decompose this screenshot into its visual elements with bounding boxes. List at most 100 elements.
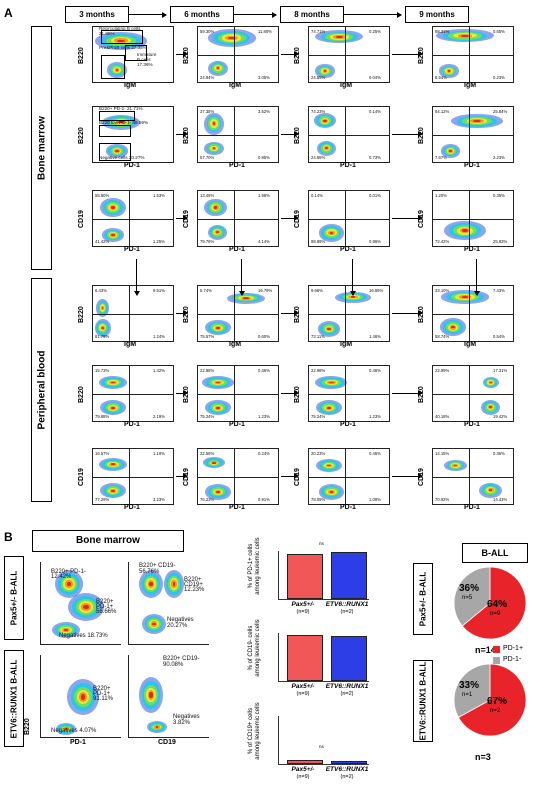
quadrant-hline (198, 476, 278, 478)
timepoint-2: 8 months (280, 6, 344, 23)
group-name-0: Pax5+/- (291, 766, 315, 773)
pie-pos-pct: 67% (487, 696, 508, 707)
quadrant-pct-0: 14.15% (435, 451, 450, 456)
quadrant-hline (198, 393, 278, 395)
quadrant-vline (234, 366, 235, 421)
pop-a-layer-5 (67, 582, 71, 586)
pop-a-layer-5 (80, 694, 86, 700)
population-0-layer-5 (461, 296, 469, 298)
group-n-1: (n=2) (340, 774, 354, 780)
flow-plot-r4-c3: 22.99% 17.31% 40.18% 19.42% B220 PD-1 (418, 365, 518, 438)
pop-b-layer-5 (155, 726, 159, 728)
gate-label-1: B220 low PD-1- 49.59% (99, 120, 149, 125)
flow-plot-r5-c2: 20.23% 0.45% 78.09% 1.09% CD19 PD-1 (294, 448, 394, 521)
flow-plot-r3-c1: 5.74% 16.79% 75.57% 0.60% B220 IgM (183, 285, 283, 358)
population-0-layer-5 (118, 121, 124, 124)
flow-arrow-r2-c1 (281, 215, 299, 221)
flow-frame: 22.99% 17.31% 40.18% 19.42% (432, 365, 514, 422)
quadrant-pct-1: 0.14% (369, 109, 381, 114)
ns-label: ns (319, 744, 324, 749)
quadrant-pct-0: 15.73% (95, 368, 110, 373)
flow-plot-r2-c2: 0.14% 0.01% 98.89% 0.96% CD19 PD-1 (294, 190, 394, 263)
x-axis-label: PD-1 (124, 162, 140, 169)
quadrant-hline (433, 134, 513, 136)
flow-frame: 64.12% 25.84% 7.67% 2.23% (432, 106, 514, 163)
population-1-layer-5 (216, 490, 220, 493)
quadrant-pct-1: 0.25% (369, 29, 381, 34)
population-1-layer-5 (451, 326, 455, 329)
flow-plot-r5-c0: 16.57% 1.19% 77.29% 3.23% CD19 PD-1 (78, 448, 178, 521)
quadrant-vline (469, 27, 470, 82)
y-axis-label: CD19 (294, 467, 301, 486)
pie-pos-pct: 64% (487, 599, 508, 610)
gate-preprob (101, 55, 125, 79)
quadrant-pct-3: 0.04% (369, 75, 381, 80)
b-x-axis-label: PD-1 (70, 739, 86, 746)
population-0-layer-5 (228, 36, 235, 40)
bar-plot-area (278, 716, 369, 765)
flow-arrow-r3-c0 (176, 310, 188, 316)
flow-frame: 15.73% 1.42% 79.88% 2.19% (92, 365, 174, 422)
x-axis-label: PD-1 (340, 421, 356, 428)
x-axis-label: PD-1 (340, 246, 356, 253)
quadrant-pct-3: 0.54% (493, 334, 505, 339)
y-axis-label: CD19 (418, 209, 425, 228)
x-axis-label: PD-1 (229, 246, 245, 253)
x-axis-label: PD-1 (464, 162, 480, 169)
pop-c-layer-5 (64, 628, 68, 632)
flow-frame: 98.31% 0.65% 8.64% 0.23% (432, 26, 514, 83)
group-name-1: ETV6::RUNX1 (325, 766, 369, 773)
y-axis-label: B220 (294, 385, 301, 403)
population-1-layer-5 (449, 150, 452, 152)
y-axis-label: B220 (78, 305, 85, 323)
gate-label-1: 12.42% (51, 574, 72, 580)
gate-label-3: CD19+ (184, 582, 203, 588)
x-axis-label: PD-1 (464, 246, 480, 253)
x-axis-label: PD-1 (124, 246, 140, 253)
flow-frame: 9.66% 16.66% 73.11% 1.46% (308, 285, 390, 342)
group-labels: Pax5+/- (n=9) ETV6::RUNX1 (n=2) (278, 766, 378, 786)
timepoint-0: 3 months (65, 6, 129, 23)
bar-y-axis-label: % of CD19+ cells among leukemic cells (248, 702, 261, 760)
y-axis-label: B220 (418, 385, 425, 403)
population-0-layer-5 (489, 489, 493, 492)
quadrant-hline (93, 313, 173, 315)
quadrant-vline (129, 191, 130, 246)
quadrant-hline (433, 54, 513, 56)
x-axis-label: PD-1 (229, 504, 245, 511)
group-n-1: (n=2) (340, 691, 354, 697)
y-axis-label: CD19 (418, 467, 425, 486)
b-flow-plot-1: B220+ CD19- 56.76% B220+ CD19+ 12.23% Negativ… (128, 562, 218, 652)
quadrant-pct-0: 1.20% (435, 193, 447, 198)
quadrant-pct-2: 24.85% (311, 75, 326, 80)
population-1-layer-5 (447, 70, 451, 72)
flow-arrow-r4-c1 (281, 390, 299, 396)
down-arrow-2 (349, 259, 356, 296)
flow-plot-r0-c0: Recirculating B cells 21.85% Pre&ProB cell… (78, 26, 178, 99)
quadrant-pct-2: 7.67% (435, 155, 447, 160)
quadrant-pct-1: 0.65% (493, 29, 505, 34)
quadrant-pct-3: 0.23% (493, 75, 505, 80)
gate-label-2: B220+ (184, 577, 202, 583)
quadrant-vline (345, 366, 346, 421)
pie-pos-n: n=9 (490, 611, 501, 617)
flow-frame: 74.23% 0.14% 24.86% 0.73% (308, 106, 390, 163)
flow-plot-r0-c2: 74.71% 0.25% 24.85% 0.04% B220 IgM (294, 26, 394, 99)
flow-plot-r4-c1: 22.98% 0.46% 75.24% 1.23% B220 PD-1 (183, 365, 283, 438)
quadrant-pct-2: 81.79% (95, 334, 110, 339)
quadrant-pct-1: 1.98% (258, 193, 270, 198)
quadrant-hline (309, 393, 389, 395)
quadrant-vline (469, 191, 470, 246)
gate-recirculating (101, 30, 143, 44)
bar-y-axis-label: % of PD-1+ cells among leukemic cells (248, 537, 261, 595)
population-1-layer-5 (216, 326, 220, 329)
gate-label-5: Negatives (167, 617, 194, 623)
timepoint-arrow-2 (344, 11, 402, 18)
quadrant-pct-1: 0.35% (493, 193, 505, 198)
quadrant-hline (433, 476, 513, 478)
pop-b-layer-5 (64, 728, 68, 730)
pie-0 (453, 566, 527, 640)
flow-frame: 6.43% 9.51% 81.79% 1.24% (92, 285, 174, 342)
population-1-layer-5 (325, 147, 328, 150)
gate-label-1: 56.76% (139, 569, 160, 575)
